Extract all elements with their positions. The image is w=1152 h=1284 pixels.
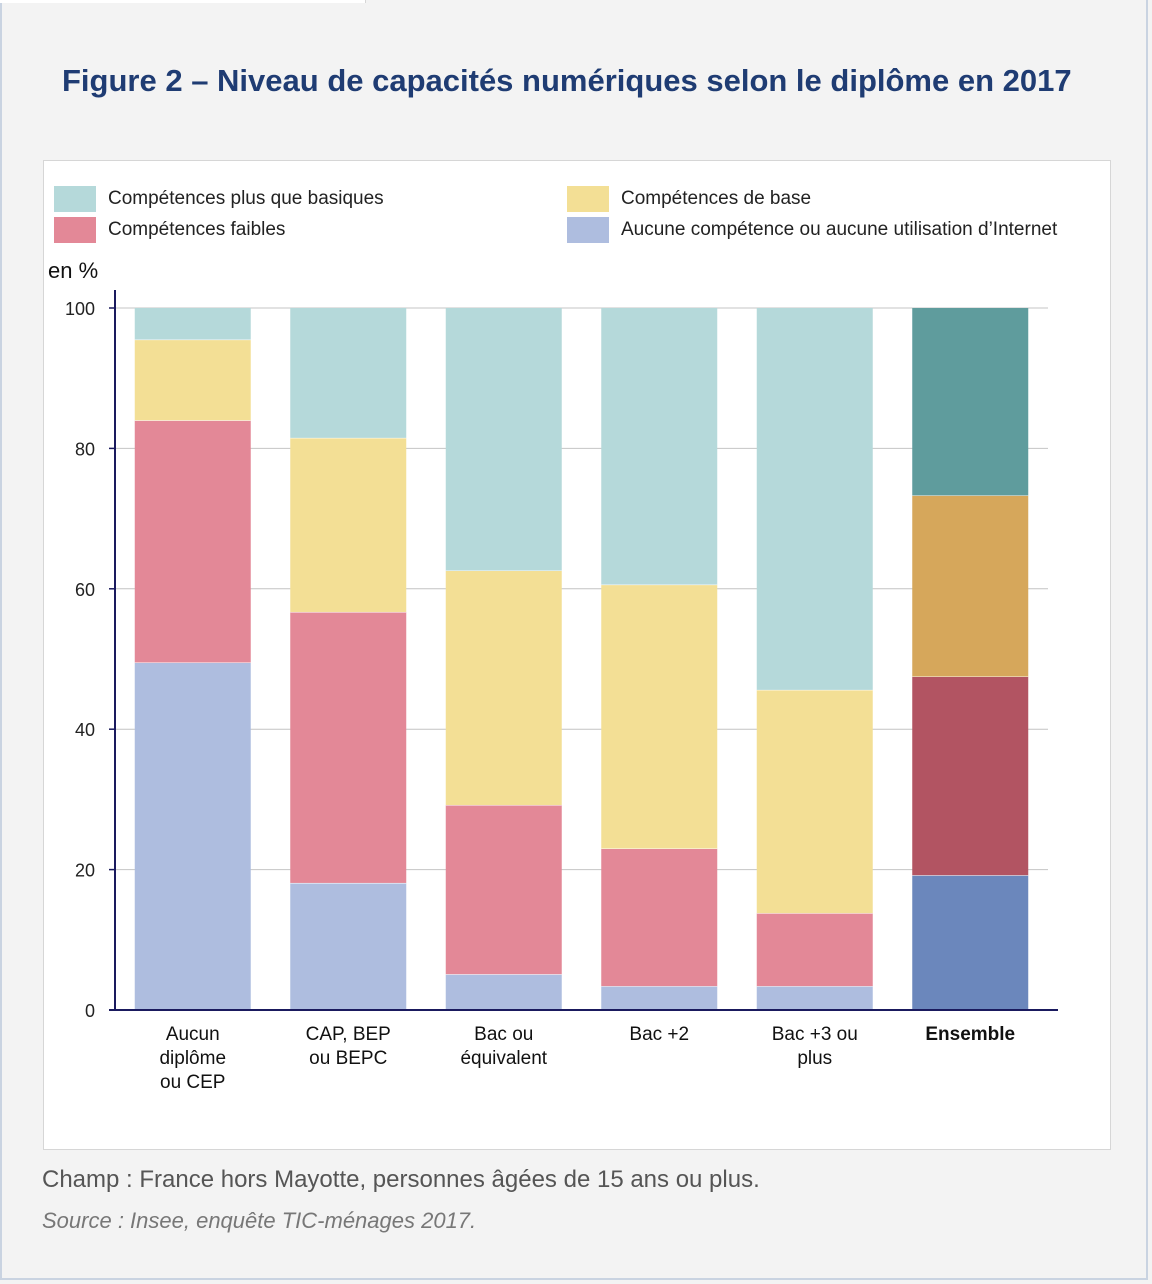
top-tab — [0, 0, 366, 3]
x-category-label-0-1: diplôme — [159, 1048, 226, 1069]
legend-item-aucune: Aucune compétence ou aucune utilisation … — [567, 217, 1057, 243]
y-tick-label-20: 20 — [75, 861, 95, 881]
bar-segment-4-1 — [756, 913, 873, 987]
y-tick-label-60: 60 — [75, 580, 95, 600]
x-category-label-3-0: Bac +2 — [629, 1024, 689, 1045]
x-category-label-5-0: Ensemble — [925, 1024, 1015, 1045]
bar-segment-5-0 — [912, 875, 1029, 1010]
y-axis-unit-label: en % — [48, 258, 99, 283]
y-tick-label-40: 40 — [75, 720, 95, 740]
bar-segment-0-2 — [134, 339, 251, 421]
footnote-source: Source : Insee, enquête TIC-ménages 2017… — [42, 1208, 477, 1233]
bar-segment-0-3 — [134, 308, 251, 340]
x-category-label-4-1: plus — [797, 1048, 832, 1069]
x-category-label-1-1: ou BEPC — [309, 1048, 387, 1069]
bar-segment-1-3 — [290, 308, 407, 438]
bar-segment-3-0 — [601, 986, 718, 1010]
x-category-label-0-2: ou CEP — [160, 1072, 225, 1093]
legend-item-faibles: Compétences faibles — [54, 217, 285, 243]
legend-swatch-plus-que-basiques — [54, 186, 96, 212]
legend-swatch-faibles — [54, 217, 96, 243]
x-category-label-1-0: CAP, BEP — [306, 1024, 391, 1045]
bar-segment-2-1 — [445, 805, 562, 975]
bar-segment-4-2 — [756, 689, 873, 914]
bar-segment-5-2 — [912, 495, 1029, 677]
figure-title: Figure 2 – Niveau de capacités numérique… — [62, 63, 1072, 98]
bar-segment-5-1 — [912, 676, 1029, 876]
bar-segment-1-0 — [290, 882, 407, 1010]
x-category-label-2-0: Bac ou — [474, 1024, 533, 1045]
bar-segment-4-0 — [756, 986, 873, 1010]
bar-segment-3-3 — [601, 308, 718, 585]
legend-label-plus-que-basiques: Compétences plus que basiques — [108, 188, 384, 209]
x-category-label-2-1: équivalent — [460, 1048, 547, 1069]
bar-segment-0-0 — [134, 662, 251, 1010]
legend-swatch-aucune — [567, 217, 609, 243]
legend-swatch-de-base — [567, 186, 609, 212]
bar-segment-2-0 — [445, 974, 562, 1010]
legend-label-aucune: Aucune compétence ou aucune utilisation … — [621, 219, 1058, 240]
legend-item-plus-que-basiques: Compétences plus que basiques — [54, 186, 384, 212]
bar-segment-1-1 — [290, 611, 407, 883]
y-tick-label-80: 80 — [75, 439, 95, 459]
bar-segment-0-1 — [134, 420, 251, 663]
y-tick-label-100: 100 — [65, 299, 95, 319]
y-tick-label-0: 0 — [85, 1001, 95, 1021]
bar-segment-2-2 — [445, 570, 562, 806]
legend-item-de-base: Compétences de base — [567, 186, 811, 212]
bar-segment-5-3 — [912, 308, 1029, 496]
bar-segment-3-2 — [601, 584, 718, 849]
legend-label-de-base: Compétences de base — [621, 188, 812, 209]
x-category-label-0-0: Aucun — [166, 1024, 220, 1045]
bar-segment-4-3 — [756, 308, 873, 690]
footnote-champ: Champ : France hors Mayotte, personnes â… — [42, 1166, 760, 1193]
bar-segment-2-3 — [445, 308, 562, 571]
x-category-label-4-0: Bac +3 ou — [772, 1024, 858, 1045]
legend-label-faibles: Compétences faibles — [108, 219, 286, 240]
bar-segment-3-1 — [601, 848, 718, 987]
bar-segment-1-2 — [290, 437, 407, 612]
